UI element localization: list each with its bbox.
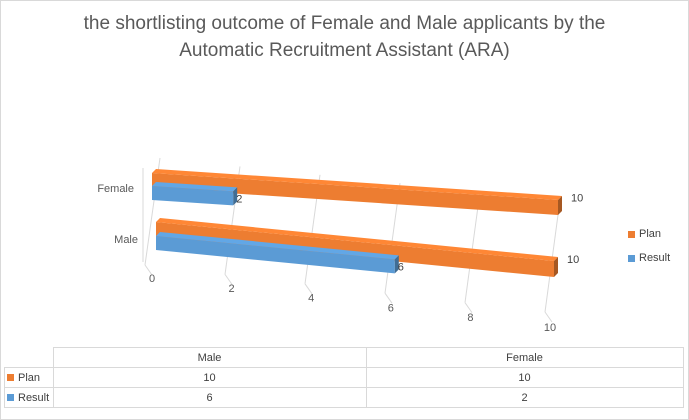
- bar-result-male-top: [156, 232, 399, 260]
- data-label-result-male: 6: [398, 261, 404, 273]
- legend-swatch-plan: [628, 230, 635, 238]
- data-label-plan-male: 10: [567, 254, 579, 266]
- bar-plan-female: [152, 173, 558, 215]
- gridline-floor: [144, 264, 153, 276]
- bar-plan-male-top: [156, 218, 558, 261]
- data-table-cell-plan-female: 10: [365, 367, 684, 388]
- gridline-floor: [304, 283, 313, 295]
- bar-result-female-end: [233, 187, 238, 206]
- chart-title: the shortlisting outcome of Female and M…: [0, 10, 689, 64]
- data-table-swatch-plan: [7, 374, 14, 382]
- gridline-floor: [464, 302, 473, 313]
- legend-label-result: Result: [639, 252, 671, 264]
- legend-item-plan: Plan: [628, 222, 670, 246]
- data-table-corner: [4, 347, 54, 368]
- bar-result-female: [152, 186, 234, 206]
- x-tick-label: 6: [388, 302, 394, 314]
- x-tick-label: 0: [149, 273, 155, 285]
- chart-legend: Plan Result: [628, 222, 670, 270]
- gridline: [464, 191, 481, 303]
- data-table-cell-result-female: 2: [365, 387, 684, 408]
- gridline-floor: [544, 311, 553, 323]
- data-table-header-male: Male: [52, 347, 367, 368]
- data-label-result-female: 2: [236, 193, 242, 205]
- chart-plot: 0 2 4 6 8 10 10 2 10 6 Male Female: [97, 157, 583, 334]
- legend-label-plan: Plan: [639, 228, 662, 240]
- chart-title-line-1: the shortlisting outcome of Female and M…: [83, 13, 606, 34]
- data-table-rowlabel-result: Result: [18, 391, 50, 404]
- x-tick-label: 8: [467, 312, 473, 324]
- bar-plan-male: [156, 222, 554, 277]
- data-table-rowlabel-plan: Plan: [18, 371, 41, 384]
- x-tick-label: 10: [544, 322, 556, 334]
- category-label-female: Female: [97, 183, 134, 195]
- gridline: [544, 199, 561, 313]
- data-table-cell-plan-male: 10: [52, 367, 367, 388]
- bar-plan-male-end: [554, 257, 558, 277]
- legend-swatch-result: [628, 254, 635, 262]
- data-table-cell-result-male: 6: [52, 387, 367, 408]
- data-table-row-plan: Plan 10 10: [4, 367, 684, 388]
- x-tick-label: 2: [229, 283, 235, 295]
- data-label-plan-female: 10: [571, 193, 583, 205]
- gridline-floor: [384, 292, 393, 304]
- bar-result-female-top: [152, 182, 238, 192]
- bar-result-male: [156, 236, 395, 274]
- data-table-header-row: Male Female: [4, 347, 684, 368]
- data-table-header-female: Female: [365, 347, 684, 368]
- data-table: Male Female Plan 10 10 Result 6 2: [4, 347, 684, 408]
- chart-title-line-2: Automatic Recruitment Assistant (ARA): [179, 40, 510, 61]
- data-table-rowhead-result: Result: [4, 387, 54, 408]
- x-tick-label: 4: [308, 293, 314, 305]
- data-table-swatch-result: [7, 394, 14, 402]
- gridline-floor: [224, 274, 233, 285]
- bar-plan-female-end: [558, 196, 562, 215]
- category-label-male: Male: [114, 234, 138, 246]
- bar-result-male-end: [394, 255, 399, 274]
- legend-item-result: Result: [628, 246, 670, 270]
- bar-plan-female-top: [152, 169, 562, 200]
- data-table-rowhead-plan: Plan: [4, 367, 54, 388]
- data-table-row-result: Result 6 2: [4, 387, 684, 408]
